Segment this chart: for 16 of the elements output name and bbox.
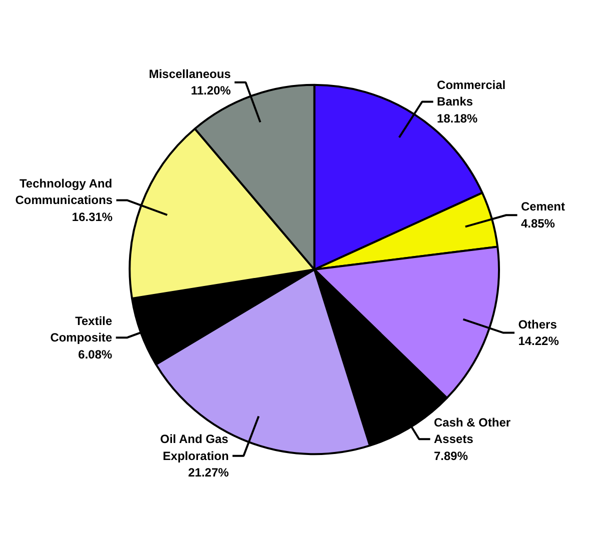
data-label: 16.31% [72,210,113,224]
data-label: 11.20% [190,84,232,98]
slice-label: Textile Composite [50,314,113,345]
slice-label: Technology And Communications [15,176,113,208]
slice-label: Others [518,317,558,332]
slice-label: Commercial Banks [436,78,506,109]
slice-label: Oil And Gas Exploration [160,432,229,463]
slice-label: Cash & Other Assets [434,415,511,446]
slice-label: Cement [520,200,565,214]
data-label: 14.22% [518,334,560,348]
data-label: 21.27% [188,466,230,480]
data-label: 6.08% [78,347,113,362]
data-label: 18.18% [436,112,478,126]
data-label: 4.85% [520,216,556,231]
slice-label: Miscellaneous [148,66,232,81]
data-label: 7.89% [434,448,468,463]
